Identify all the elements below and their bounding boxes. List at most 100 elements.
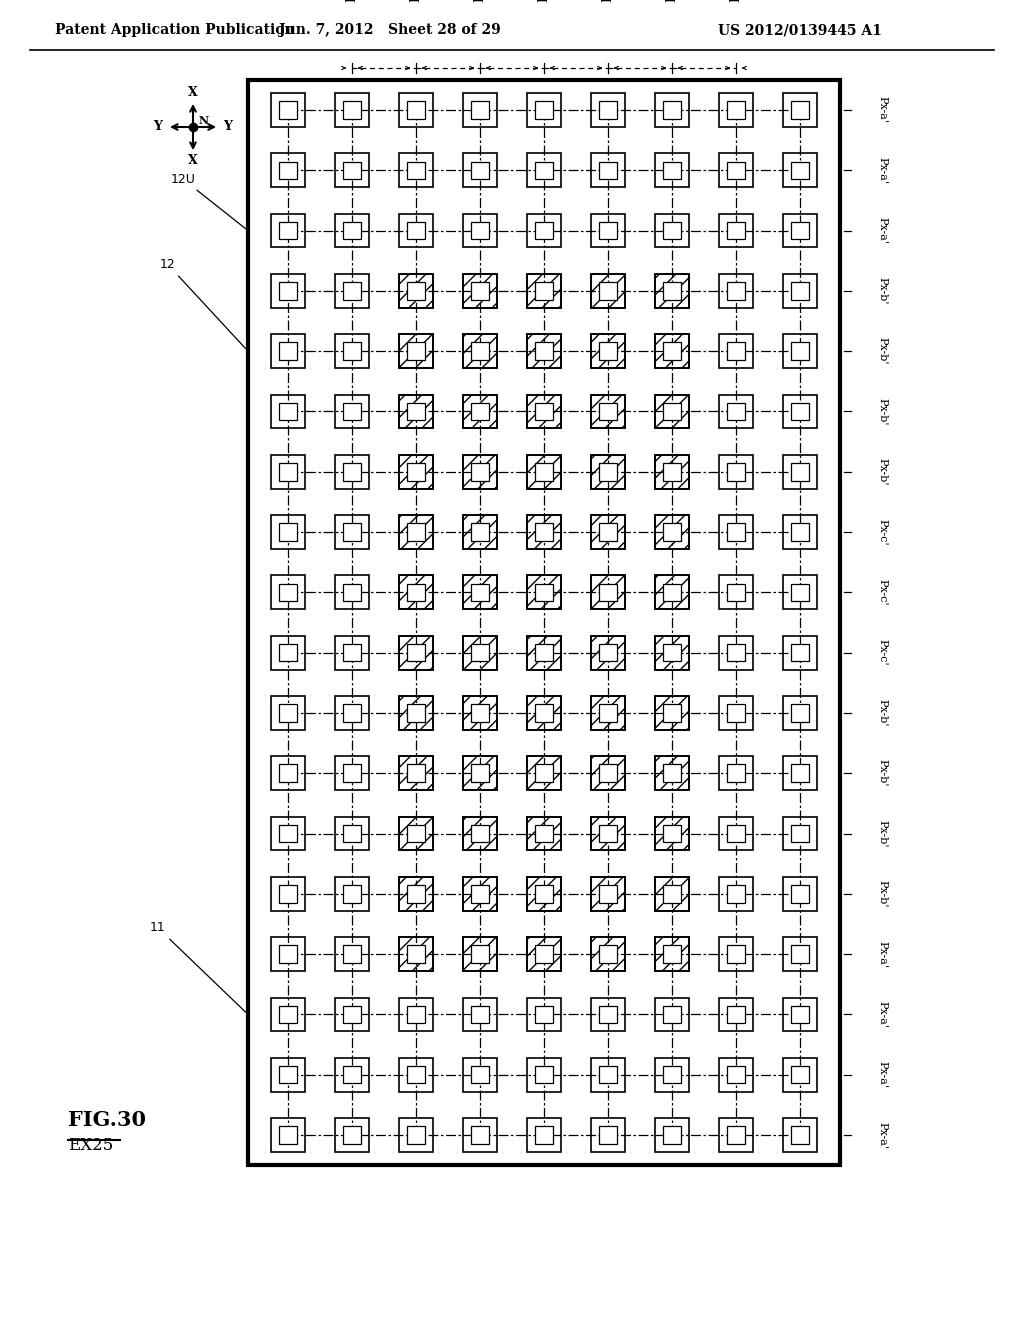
Bar	[792, 342, 809, 360]
Bar	[399, 395, 433, 429]
Bar	[591, 455, 625, 488]
Bar	[343, 1006, 360, 1023]
Bar	[664, 342, 681, 360]
Bar	[271, 153, 305, 187]
Bar	[792, 523, 809, 541]
Bar	[399, 275, 433, 308]
Text: Px-a': Px-a'	[877, 1001, 887, 1028]
Bar	[599, 583, 616, 601]
Bar	[591, 214, 625, 247]
Bar	[527, 214, 561, 247]
Bar	[719, 756, 753, 791]
Bar	[471, 282, 488, 300]
Bar	[536, 825, 553, 842]
Bar	[536, 1067, 553, 1084]
Bar	[536, 704, 553, 722]
Bar	[655, 395, 689, 429]
Bar	[399, 395, 433, 429]
Bar	[536, 342, 553, 360]
Bar	[335, 1057, 369, 1092]
Bar	[408, 1006, 425, 1023]
Bar	[399, 153, 433, 187]
Bar	[463, 576, 497, 610]
Bar	[271, 334, 305, 368]
Bar	[599, 945, 616, 962]
Bar	[664, 825, 681, 842]
Bar	[280, 342, 297, 360]
Bar	[399, 334, 433, 368]
Text: Px-a': Px-a'	[877, 157, 887, 183]
Bar	[527, 876, 561, 911]
Bar	[599, 102, 616, 119]
Bar	[719, 515, 753, 549]
Bar	[719, 998, 753, 1031]
Bar	[271, 275, 305, 308]
Bar	[655, 636, 689, 669]
Bar	[591, 576, 625, 610]
Bar	[655, 696, 689, 730]
Bar	[343, 1126, 360, 1143]
Bar	[783, 515, 817, 549]
Bar	[591, 576, 625, 610]
Bar	[343, 825, 360, 842]
Text: N: N	[199, 116, 209, 127]
Bar	[655, 1118, 689, 1152]
Bar	[727, 1006, 744, 1023]
Bar	[591, 334, 625, 368]
Bar	[335, 817, 369, 850]
Bar	[727, 342, 744, 360]
Bar	[527, 937, 561, 972]
Bar	[527, 576, 561, 610]
Bar	[280, 644, 297, 661]
Bar	[655, 334, 689, 368]
Bar	[727, 102, 744, 119]
Bar	[719, 937, 753, 972]
Bar	[719, 214, 753, 247]
Bar	[599, 282, 616, 300]
Bar	[783, 937, 817, 972]
Bar	[655, 998, 689, 1031]
Bar	[399, 998, 433, 1031]
Bar	[408, 222, 425, 239]
Bar	[727, 704, 744, 722]
Bar	[664, 282, 681, 300]
Bar	[591, 817, 625, 850]
Bar	[335, 876, 369, 911]
Bar	[591, 334, 625, 368]
Bar	[343, 583, 360, 601]
Bar	[399, 1118, 433, 1152]
Bar	[408, 764, 425, 781]
Bar	[655, 756, 689, 791]
Bar	[335, 696, 369, 730]
Bar	[335, 153, 369, 187]
Bar	[792, 945, 809, 962]
Bar	[536, 102, 553, 119]
Bar	[527, 275, 561, 308]
Bar	[783, 1057, 817, 1092]
Bar	[792, 403, 809, 420]
Bar	[727, 1067, 744, 1084]
Bar	[343, 222, 360, 239]
Bar	[527, 636, 561, 669]
Text: Px-b': Px-b'	[877, 397, 887, 425]
Bar	[783, 214, 817, 247]
Bar	[271, 696, 305, 730]
Bar	[335, 1118, 369, 1152]
Bar	[271, 515, 305, 549]
Bar	[599, 1126, 616, 1143]
Bar	[655, 275, 689, 308]
Bar	[591, 756, 625, 791]
Bar	[527, 1057, 561, 1092]
Text: 12: 12	[160, 259, 246, 348]
Bar	[655, 94, 689, 127]
Bar	[792, 102, 809, 119]
Bar	[280, 222, 297, 239]
Bar	[655, 153, 689, 187]
Bar	[591, 515, 625, 549]
Bar	[599, 403, 616, 420]
Bar	[536, 945, 553, 962]
Bar	[335, 334, 369, 368]
Text: Py-c': Py-c'	[538, 0, 551, 3]
Text: Px-b': Px-b'	[877, 759, 887, 787]
Bar	[591, 937, 625, 972]
